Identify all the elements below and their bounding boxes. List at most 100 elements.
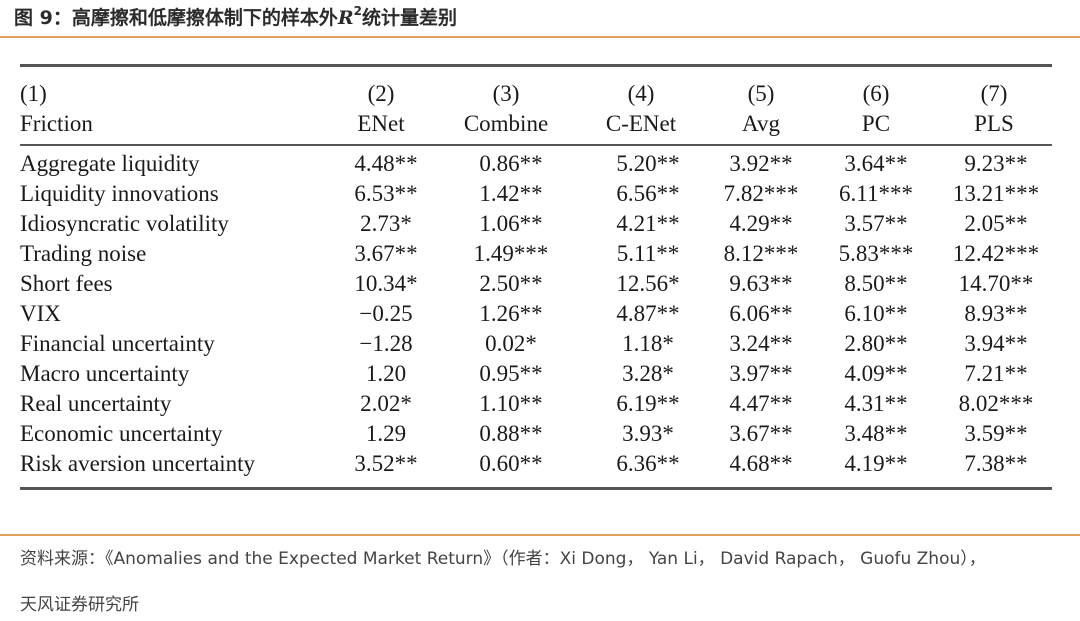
table-cell: 3.59** bbox=[964, 421, 1028, 446]
table-cell: 4.68** bbox=[729, 451, 793, 476]
table-cell: 4.29** bbox=[729, 211, 793, 236]
table-row: Macro uncertainty 1.20 0.95** 3.28* 3.97** 4.… bbox=[20, 359, 1052, 389]
table-cell: 12.42*** bbox=[952, 241, 1040, 266]
table-cell: 3.57** bbox=[844, 211, 908, 236]
table-cell: 3.67** bbox=[729, 421, 793, 446]
table-row: Trading noise 3.67** 1.49*** 5.11** 8.12*** 5… bbox=[20, 239, 1052, 269]
table-cell: 0.02* bbox=[485, 331, 537, 356]
table-cell: 1.10** bbox=[479, 391, 543, 416]
table-cell: 2.02* bbox=[360, 391, 412, 416]
header-row-numbers: (1) (2) (3) (4) (5) (6) (7) bbox=[20, 67, 1052, 111]
table-row: Real uncertainty 2.02* 1.10** 6.19** 4.47** 4… bbox=[20, 389, 1052, 419]
table-cell: 4.19** bbox=[844, 451, 908, 476]
title-r-variable: R bbox=[337, 7, 354, 29]
column-header: Avg bbox=[742, 111, 780, 136]
table-cell: 6.11*** bbox=[839, 181, 913, 206]
table-row: Liquidity innovations 6.53** 1.42** 6.56** 7… bbox=[20, 179, 1052, 209]
row-label: Financial uncertainty bbox=[20, 331, 215, 356]
title-divider bbox=[0, 36, 1080, 38]
table-cell: 4.87** bbox=[616, 301, 680, 326]
table-cell: 1.49*** bbox=[473, 241, 549, 266]
row-label: Liquidity innovations bbox=[20, 181, 219, 206]
row-label: Macro uncertainty bbox=[20, 361, 190, 386]
table-row: Idiosyncratic volatility 2.73* 1.06** 4.21*… bbox=[20, 209, 1052, 239]
column-number: (1) bbox=[20, 81, 47, 106]
table-cell: 10.34* bbox=[354, 271, 418, 296]
table-body: Aggregate liquidity 4.48** 0.86** 5.20** 3.9… bbox=[20, 149, 1052, 479]
row-label: Aggregate liquidity bbox=[20, 151, 200, 176]
table-cell: 6.56** bbox=[616, 181, 680, 206]
table-cell: 0.86** bbox=[479, 151, 543, 176]
table-cell: 3.92** bbox=[729, 151, 793, 176]
row-label: Idiosyncratic volatility bbox=[20, 211, 229, 236]
table-cell: 0.88** bbox=[479, 421, 543, 446]
results-table-container: (1) (2) (3) (4) (5) (6) (7) Friction ENe… bbox=[20, 64, 1052, 490]
column-header: Combine bbox=[463, 111, 549, 136]
column-header: Friction bbox=[20, 111, 93, 136]
table-cell: 1.18* bbox=[622, 331, 674, 356]
table-cell: 6.06** bbox=[729, 301, 793, 326]
table-cell: 5.83*** bbox=[838, 241, 914, 266]
table-cell: 3.24** bbox=[729, 331, 793, 356]
table-cell: 4.47** bbox=[729, 391, 793, 416]
table-row: VIX −0.25 1.26** 4.87** 6.06** 6.10** 8.93** bbox=[20, 299, 1052, 329]
table-cell: 6.10** bbox=[844, 301, 908, 326]
column-number: (7) bbox=[980, 81, 1008, 106]
row-label: Economic uncertainty bbox=[20, 421, 223, 446]
table-cell: 8.50** bbox=[844, 271, 908, 296]
source-note: 资料来源：《Anomalies and the Expected Market … bbox=[20, 549, 986, 569]
results-table: (1) (2) (3) (4) (5) (6) (7) Friction ENe… bbox=[20, 67, 1052, 479]
table-cell: 1.42** bbox=[479, 181, 543, 206]
title-suffix: 统计量差别 bbox=[362, 7, 458, 29]
table-cell: 7.21** bbox=[964, 361, 1028, 386]
table-cell: 8.02*** bbox=[958, 391, 1034, 416]
table-cell: 6.53** bbox=[354, 181, 418, 206]
table-row: Aggregate liquidity 4.48** 0.86** 5.20** 3.9… bbox=[20, 149, 1052, 179]
source-divider bbox=[0, 534, 1080, 536]
table-cell: 2.05** bbox=[964, 211, 1028, 236]
table-row: Economic uncertainty 1.29 0.88** 3.93* 3.67*… bbox=[20, 419, 1052, 449]
table-cell: −0.25 bbox=[359, 301, 413, 326]
header-rule bbox=[20, 144, 1052, 146]
table-cell: 0.95** bbox=[479, 361, 543, 386]
table-cell: −1.28 bbox=[359, 331, 413, 356]
table-cell: 13.21*** bbox=[952, 181, 1040, 206]
table-cell: 12.56* bbox=[616, 271, 680, 296]
table-cell: 4.09** bbox=[844, 361, 908, 386]
column-number: (5) bbox=[747, 81, 775, 106]
title-superscript: 2 bbox=[353, 3, 362, 18]
table-cell: 7.38** bbox=[964, 451, 1028, 476]
column-number: (6) bbox=[862, 81, 890, 106]
column-header: C-ENet bbox=[605, 111, 677, 136]
table-cell: 4.21** bbox=[616, 211, 680, 236]
table-row: Risk aversion uncertainty 3.52** 0.60** 6.3… bbox=[20, 449, 1052, 479]
row-label: Short fees bbox=[20, 271, 113, 296]
header-row-names: Friction ENet Combine C-ENet Avg PC PLS bbox=[20, 111, 1052, 141]
table-cell: 1.06** bbox=[479, 211, 543, 236]
column-header: PLS bbox=[974, 111, 1014, 136]
table-cell: 8.12*** bbox=[723, 241, 799, 266]
column-header: ENet bbox=[357, 111, 405, 136]
source-organization: 天风证券研究所 bbox=[20, 595, 139, 615]
table-cell: 2.80** bbox=[844, 331, 908, 356]
table-cell: 3.28* bbox=[622, 361, 674, 386]
table-cell: 1.20 bbox=[365, 361, 407, 386]
table-row: Financial uncertainty −1.28 0.02* 1.18* 3.24… bbox=[20, 329, 1052, 359]
table-top-rule bbox=[20, 64, 1052, 67]
row-label: Risk aversion uncertainty bbox=[20, 451, 256, 476]
table-cell: 3.48** bbox=[844, 421, 908, 446]
table-cell: 5.11** bbox=[616, 241, 680, 266]
table-cell: 9.23** bbox=[964, 151, 1028, 176]
table-cell: 4.31** bbox=[844, 391, 908, 416]
row-label: Trading noise bbox=[20, 241, 147, 266]
column-number: (4) bbox=[627, 81, 655, 106]
table-cell: 6.36** bbox=[616, 451, 680, 476]
table-cell: 5.20** bbox=[616, 151, 680, 176]
table-cell: 9.63** bbox=[729, 271, 793, 296]
table-cell: 3.67** bbox=[354, 241, 418, 266]
row-label: Real uncertainty bbox=[20, 391, 172, 416]
table-cell: 14.70** bbox=[958, 271, 1034, 296]
table-cell: 3.93* bbox=[622, 421, 674, 446]
table-cell: 1.29 bbox=[365, 421, 407, 446]
row-label: VIX bbox=[20, 301, 61, 326]
